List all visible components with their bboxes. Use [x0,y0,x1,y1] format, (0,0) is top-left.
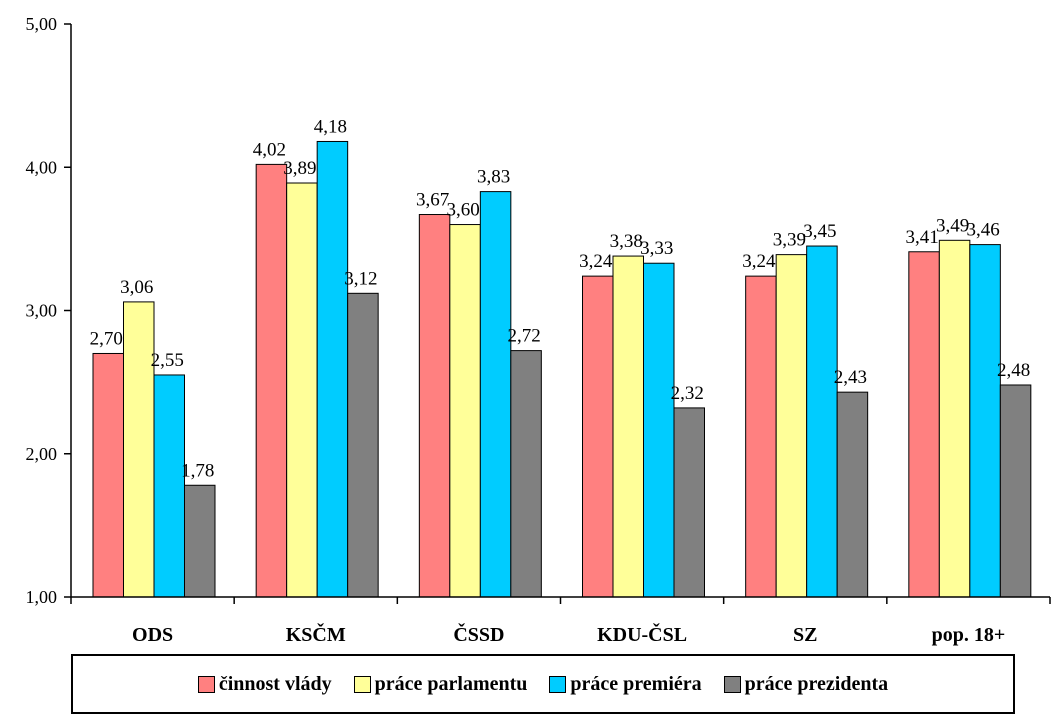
data-label: 3,33 [640,238,673,259]
bar [673,407,705,598]
legend-label: práce prezidenta [744,672,889,695]
legend-swatch [197,675,215,693]
y-tick-label: 3,00 [26,301,58,321]
bar [908,251,940,598]
bar [836,391,869,598]
legend-item-prace-prezidenta: práce prezidenta [723,672,889,696]
data-label: 2,70 [90,328,123,349]
bar [316,140,349,598]
x-category-label: KDU-ČSL [597,622,687,646]
y-tick-label: 5,00 [26,14,58,34]
bar [745,275,777,598]
axes-group: 1,00 2,00 3,00 4,00 5,00 ODS KSČM ČSSD KDU-ČSL SZ… [26,14,1051,646]
y-tick-label: 1,00 [26,587,58,607]
data-label: 2,48 [997,360,1030,381]
data-label: 3,46 [966,220,999,241]
y-tick-label: 4,00 [26,157,58,177]
bar [938,239,971,598]
data-label: 3,24 [579,251,613,272]
bar [347,292,379,598]
bar [643,262,675,598]
data-label: 3,89 [283,158,316,179]
x-category-label: pop. 18+ [932,624,1006,646]
legend-swatch [353,675,371,693]
x-category-label: ODS [132,624,173,646]
bars-group [92,140,1032,598]
legend-swatch [549,675,567,693]
data-label: 2,72 [507,326,540,347]
data-label: 4,18 [314,116,347,137]
bar [418,214,451,598]
data-label: 3,83 [477,167,510,188]
legend-label: činnost vlády [218,672,332,695]
legend-swatch [723,675,741,693]
bar [582,275,614,598]
data-label: 3,60 [446,200,479,221]
bar [449,224,481,598]
bar [806,245,838,598]
bar [969,244,1001,598]
x-category-label: ČSSD [453,622,504,646]
data-label: 3,45 [803,221,836,242]
data-label: 3,24 [742,251,776,272]
legend-item-prace-premiera: práce premiéra [549,672,702,696]
legend-label: práce parlamentu [374,672,528,695]
bar [255,163,288,598]
legend-label: práce premiéra [570,672,702,695]
data-label: 2,55 [151,350,184,371]
bar [286,182,318,598]
x-category-label: KSČM [286,622,346,646]
bar [153,374,185,598]
y-tick-label: 2,00 [26,444,58,464]
data-label: 3,49 [936,215,969,236]
data-label: 3,67 [416,190,449,211]
legend-item-cinnost-vlady: činnost vlády [197,672,332,696]
legend-item-prace-parlamentu: práce parlamentu [353,672,528,696]
data-label: 1,78 [181,460,214,481]
data-label: 3,41 [905,227,938,248]
data-label: 2,43 [834,367,867,388]
data-label: 4,02 [253,139,286,160]
data-label: 3,06 [120,277,153,298]
data-labels-group: 2,70 3,06 2,55 1,78 4,023,89 4,18 3,12 3,673,60… [90,116,1031,481]
data-label: 2,32 [671,383,704,404]
bar [510,350,542,598]
bar [92,352,124,598]
data-label: 3,38 [610,231,643,252]
bar [999,384,1032,598]
bar [123,301,155,598]
data-label: 3,12 [344,268,377,289]
bar [184,484,216,598]
legend: činnost vlády práce parlamentu práce pre… [71,654,1015,714]
x-category-label: SZ [793,624,817,646]
bar [479,191,512,598]
data-label: 3,39 [773,230,806,251]
bar [612,255,644,598]
bar [775,254,808,598]
